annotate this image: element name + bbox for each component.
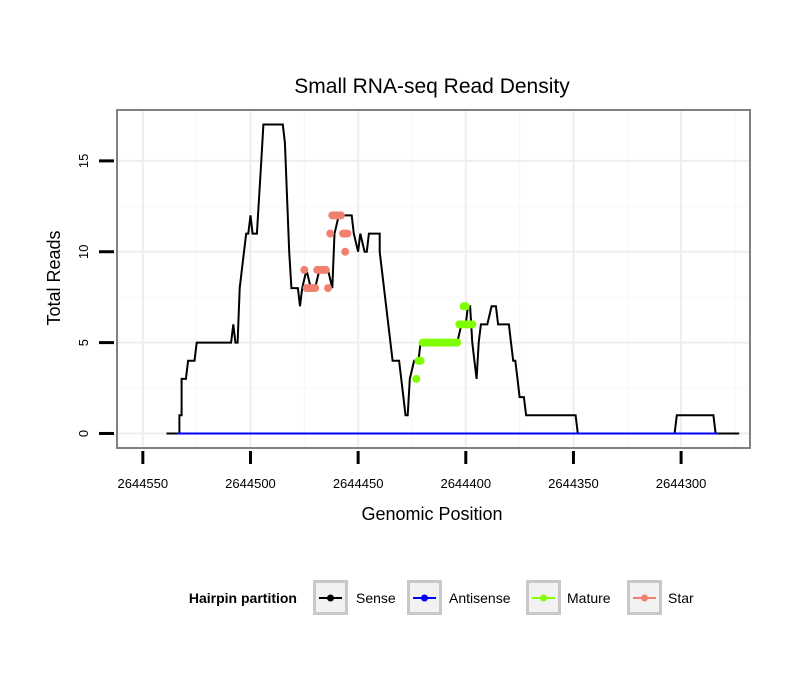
- x-axis-title: Genomic Position: [361, 504, 502, 524]
- x-tick-label: 2644350: [548, 476, 599, 491]
- star-point: [311, 284, 320, 293]
- star-point: [336, 211, 345, 220]
- legend-label-mature: Mature: [567, 590, 611, 606]
- star-point: [326, 229, 335, 238]
- star-point: [341, 247, 350, 256]
- mature-point: [453, 338, 462, 347]
- y-axis: 0 5 10 15: [76, 154, 114, 437]
- star-point: [321, 265, 330, 274]
- x-tick-label: 2644500: [225, 476, 276, 491]
- y-tick-label: 15: [76, 154, 91, 168]
- legend-key-point-mature: [540, 594, 547, 602]
- series-layer: [166, 123, 740, 435]
- y-tick-label: 5: [76, 339, 91, 346]
- plot-panel-border: [116, 109, 751, 449]
- x-tick-label: 2644300: [656, 476, 707, 491]
- mature-point: [416, 356, 425, 365]
- mature-point: [461, 302, 470, 311]
- star-point: [300, 265, 309, 274]
- legend-label-antisense: Antisense: [449, 590, 511, 606]
- legend-key-point-star: [641, 594, 648, 602]
- y-axis-title: Total Reads: [44, 230, 64, 325]
- x-axis: 2644550 2644500 2644450 2644400 2644350 26443…: [118, 451, 707, 491]
- chart-title: Small RNA-seq Read Density: [294, 75, 570, 98]
- legend-key-point-sense: [327, 594, 334, 602]
- legend: Hairpin partition Sense Antisense Mature St…: [189, 580, 694, 615]
- mature-point: [468, 320, 477, 329]
- x-tick-label: 2644450: [333, 476, 384, 491]
- x-tick-label: 2644400: [440, 476, 491, 491]
- mature-point: [412, 374, 421, 383]
- legend-title: Hairpin partition: [189, 590, 297, 606]
- legend-label-sense: Sense: [356, 590, 396, 606]
- y-tick-label: 10: [76, 245, 91, 259]
- star-point: [343, 229, 352, 238]
- x-tick-label: 2644550: [118, 476, 169, 491]
- y-tick-label: 0: [76, 430, 91, 437]
- star-point: [324, 284, 332, 293]
- legend-key-point-antisense: [421, 594, 428, 602]
- legend-label-star: Star: [668, 590, 694, 606]
- series-sense-line: [166, 123, 740, 435]
